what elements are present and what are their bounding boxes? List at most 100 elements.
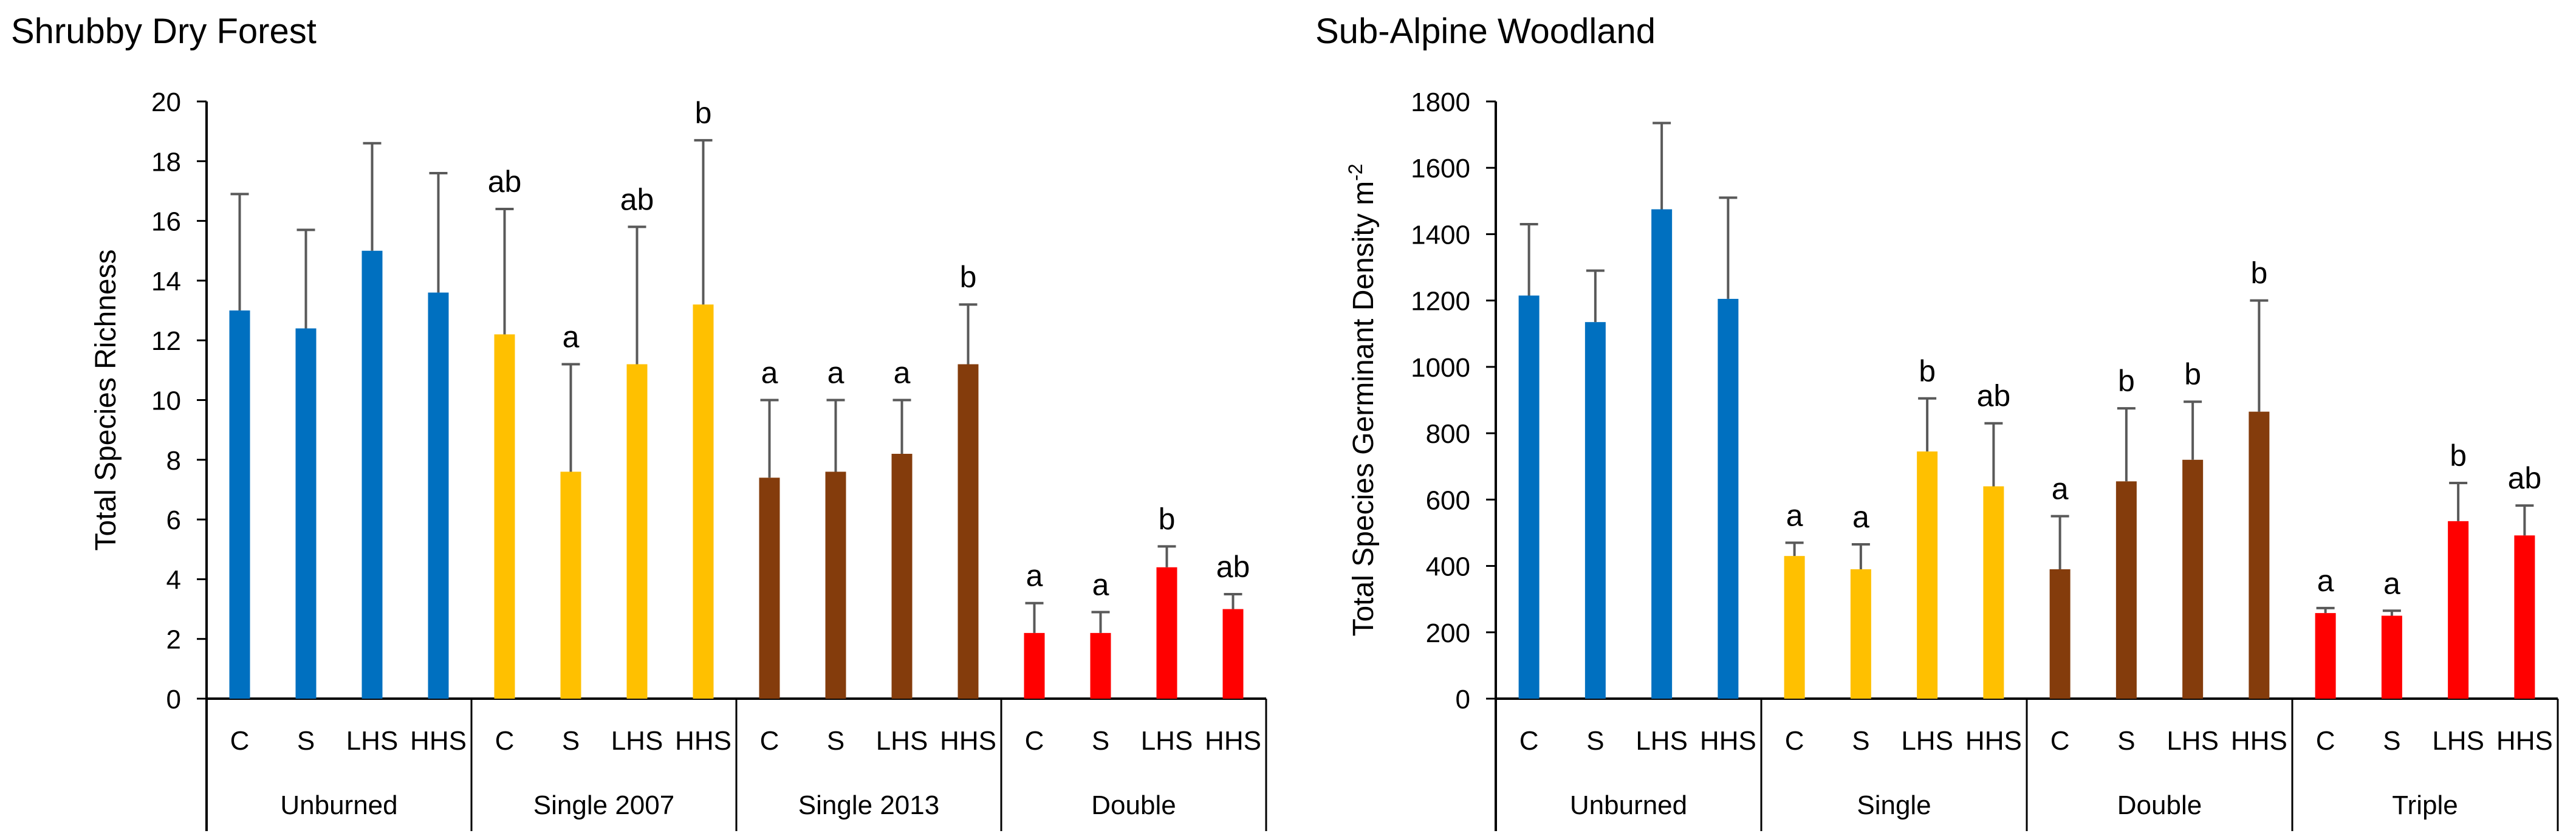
category-label: C [495, 726, 515, 756]
significance-letter: b [1159, 502, 1176, 536]
category-label: C [760, 726, 779, 756]
category-label: S [1586, 726, 1604, 756]
y-tick-label: 4 [166, 565, 181, 595]
bar [2182, 459, 2204, 699]
bar [825, 471, 846, 699]
bar [1850, 569, 1871, 699]
y-tick-label: 0 [166, 685, 181, 714]
bar [2315, 613, 2336, 699]
bar [1784, 556, 1805, 699]
significance-letter: a [2052, 472, 2069, 506]
group-label: Triple [2392, 790, 2458, 820]
category-label: S [562, 726, 580, 756]
category-label: C [2050, 726, 2070, 756]
y-tick-label: 1800 [1411, 87, 1470, 117]
bar [1518, 295, 1540, 699]
y-tick-label: 20 [151, 87, 181, 117]
y-tick-label: 2 [166, 625, 181, 655]
significance-letter: b [1919, 354, 1936, 388]
y-tick-label: 600 [1426, 485, 1470, 515]
category-label: C [2316, 726, 2335, 756]
bar [295, 328, 317, 699]
bar [1718, 298, 1739, 699]
bar [1090, 632, 1111, 699]
y-tick-label: 8 [166, 446, 181, 476]
significance-letter: b [2118, 364, 2135, 398]
category-label: LHS [1901, 726, 1953, 756]
category-label: LHS [1636, 726, 1688, 756]
group-label: Double [1091, 790, 1176, 820]
bar [1024, 632, 1045, 699]
significance-letter: ab [488, 165, 522, 199]
bar [361, 250, 383, 699]
y-tick-label: 800 [1426, 419, 1470, 449]
category-label: HHS [410, 726, 467, 756]
significance-letter: a [1786, 498, 1803, 532]
bar [560, 471, 581, 699]
category-label: LHS [876, 726, 928, 756]
group-label: Single 2013 [798, 790, 939, 820]
category-label: HHS [1965, 726, 2022, 756]
bar [428, 292, 449, 699]
bar [626, 364, 648, 699]
y-axis-title: Total Species Richness [90, 249, 122, 550]
category-label: S [1852, 726, 1869, 756]
significance-letter: ab [1216, 550, 1250, 584]
category-label: LHS [2167, 726, 2219, 756]
significance-letter: a [2317, 564, 2334, 598]
y-tick-label: 12 [151, 326, 181, 356]
category-label: HHS [2496, 726, 2553, 756]
chart-2: 0 200 400 600 800 1000 1200 1400 1600 1800 Total S… [1345, 87, 2559, 831]
category-label: LHS [1141, 726, 1193, 756]
significance-letter: a [894, 356, 911, 390]
group-label: Single [1857, 790, 1931, 820]
y-tick-label: 1000 [1411, 353, 1470, 383]
y-tick-label: 400 [1426, 552, 1470, 582]
category-label: C [230, 726, 250, 756]
bar [2049, 569, 2071, 699]
category-label: C [1025, 726, 1044, 756]
bar [494, 334, 515, 699]
significance-letter: a [563, 320, 580, 354]
significance-letter: b [2184, 357, 2201, 391]
y-tick-label: 200 [1426, 618, 1470, 648]
significance-letter: a [1026, 559, 1043, 593]
y-tick-label: 10 [151, 386, 181, 416]
bar [1222, 609, 1244, 699]
category-label: S [297, 726, 315, 756]
group-label: Single 2007 [533, 790, 674, 820]
significance-letter: a [827, 356, 844, 390]
significance-letter: b [2450, 439, 2467, 473]
category-label: LHS [2432, 726, 2484, 756]
category-label: HHS [1205, 726, 1261, 756]
category-label: S [827, 726, 844, 756]
significance-letter: b [695, 96, 712, 130]
category-label: LHS [346, 726, 399, 756]
significance-letter: a [761, 356, 778, 390]
category-label: C [1785, 726, 1804, 756]
significance-letter: ab [2508, 461, 2542, 495]
bar [1651, 209, 1673, 699]
significance-letter: ab [1977, 379, 2011, 413]
bar [2115, 481, 2137, 699]
significance-letter: a [1092, 567, 1109, 601]
category-label: HHS [940, 726, 996, 756]
bar [693, 304, 714, 699]
chart-1: 0 2 4 6 8 10 12 14 16 18 20 Total Species Richness U… [90, 87, 1267, 831]
bar [2249, 411, 2270, 699]
category-label: HHS [675, 726, 731, 756]
bar [1156, 567, 1177, 699]
category-label: S [2383, 726, 2400, 756]
group-label: Unburned [280, 790, 397, 820]
significance-letter: ab [620, 182, 654, 216]
bar [2448, 521, 2469, 699]
significance-letter: b [960, 260, 977, 294]
group-label: Double [2117, 790, 2202, 820]
y-tick-label: 1400 [1411, 220, 1470, 250]
y-tick-label: 1200 [1411, 287, 1470, 317]
bar [1917, 451, 1938, 699]
bar [2514, 535, 2535, 699]
bar [759, 478, 780, 699]
group-label: Unburned [1570, 790, 1687, 820]
